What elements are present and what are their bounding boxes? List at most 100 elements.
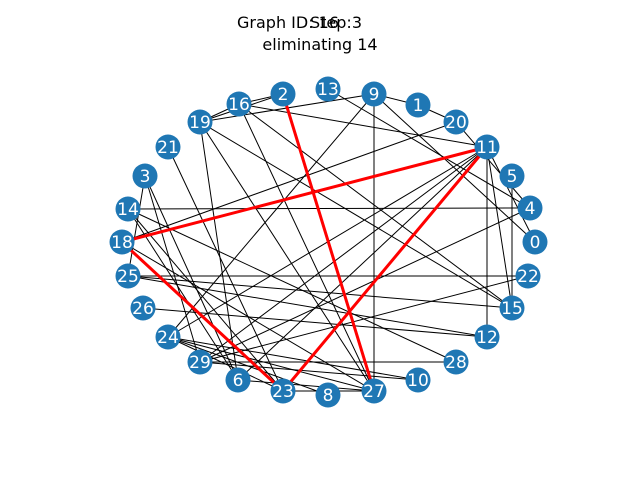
node-19: 19 [187,109,213,135]
node-circle-21 [155,134,181,160]
node-label-18: 18 [111,233,133,253]
edge-11-0 [486,146,536,243]
edge-20-4 [455,121,531,209]
edge-6-27 [237,379,375,392]
node-label-29: 29 [189,353,211,373]
node-9: 9 [361,81,387,107]
node-circle-22 [515,263,541,289]
node-27: 27 [361,378,387,404]
edge-9-0 [373,93,536,243]
edge-29-10 [199,361,419,381]
node-6: 6 [225,367,251,393]
node-circle-4 [517,195,543,221]
node-label-11: 11 [476,138,498,158]
node-label-14: 14 [117,200,139,220]
node-circle-23 [270,378,296,404]
node-circle-13 [315,76,341,102]
edge-11-29 [199,146,488,363]
node-5: 5 [499,163,525,189]
node-circle-15 [499,295,525,321]
node-circle-0 [522,229,548,255]
node-label-16: 16 [228,95,250,115]
node-circle-12 [474,324,500,350]
node-circle-25 [115,263,141,289]
node-13: 13 [315,76,341,102]
node-12: 12 [474,324,500,350]
edge-16-15 [238,103,513,309]
node-1: 1 [405,92,431,118]
node-label-13: 13 [317,80,339,100]
node-label-25: 25 [117,267,139,287]
node-circle-9 [361,81,387,107]
node-4: 4 [517,195,543,221]
node-label-1: 1 [413,96,424,116]
node-label-19: 19 [189,113,211,133]
node-circle-8 [315,382,341,408]
node-label-27: 27 [363,382,385,402]
node-label-23: 23 [272,382,294,402]
edge-20-18 [121,121,457,243]
node-circle-16 [226,91,252,117]
node-circle-10 [405,367,431,393]
node-10: 10 [405,367,431,393]
node-2: 2 [270,81,296,107]
node-label-26: 26 [132,299,154,319]
node-14: 14 [115,196,141,222]
edge-3-29 [144,175,201,363]
node-label-21: 21 [157,138,179,158]
node-label-12: 12 [476,328,498,348]
node-circle-19 [187,109,213,135]
node-circle-20 [443,109,469,135]
edge-14-28 [127,208,457,363]
edge-16-27 [238,103,375,392]
node-20: 20 [443,109,469,135]
graph-id-label: Graph ID: 16 [237,13,339,32]
edge-14-6 [127,208,239,381]
edge-25-12 [127,275,488,338]
node-circle-27 [361,378,387,404]
node-label-0: 0 [530,233,541,253]
elimination-label: eliminating 14 [262,35,377,54]
node-28: 28 [443,349,469,375]
edge-16-11 [238,103,488,148]
node-24: 24 [155,324,181,350]
node-label-24: 24 [157,328,179,348]
edge-3-25 [127,175,146,277]
node-8: 8 [315,382,341,408]
edge-19-27 [199,121,375,392]
node-15: 15 [499,295,525,321]
node-circle-26 [130,295,156,321]
edge-4-29 [199,207,531,363]
node-26: 26 [130,295,156,321]
node-3: 3 [132,163,158,189]
node-29: 29 [187,349,213,375]
highlight-edge-18-23 [120,240,285,393]
edge-25-15 [127,275,513,309]
node-25: 25 [115,263,141,289]
node-circle-29 [187,349,213,375]
node-16: 16 [226,91,252,117]
node-18: 18 [109,229,135,255]
node-label-20: 20 [445,113,467,133]
node-23: 23 [270,378,296,404]
node-circle-1 [405,92,431,118]
node-label-3: 3 [140,167,151,187]
node-11: 11 [474,134,500,160]
node-label-22: 22 [517,267,539,287]
node-circle-2 [270,81,296,107]
node-circle-6 [225,367,251,393]
highlight-edge-2-27 [281,92,376,393]
node-circle-28 [443,349,469,375]
highlight-edge-11-18 [120,145,489,244]
highlight-edges-layer [120,92,489,393]
node-label-8: 8 [323,386,334,406]
node-circle-14 [115,196,141,222]
node-circle-24 [155,324,181,350]
edge-4-14 [127,207,531,210]
node-label-5: 5 [507,167,518,187]
edge-19-15 [199,121,513,309]
edge-24-27 [167,336,375,392]
node-label-9: 9 [369,85,380,105]
